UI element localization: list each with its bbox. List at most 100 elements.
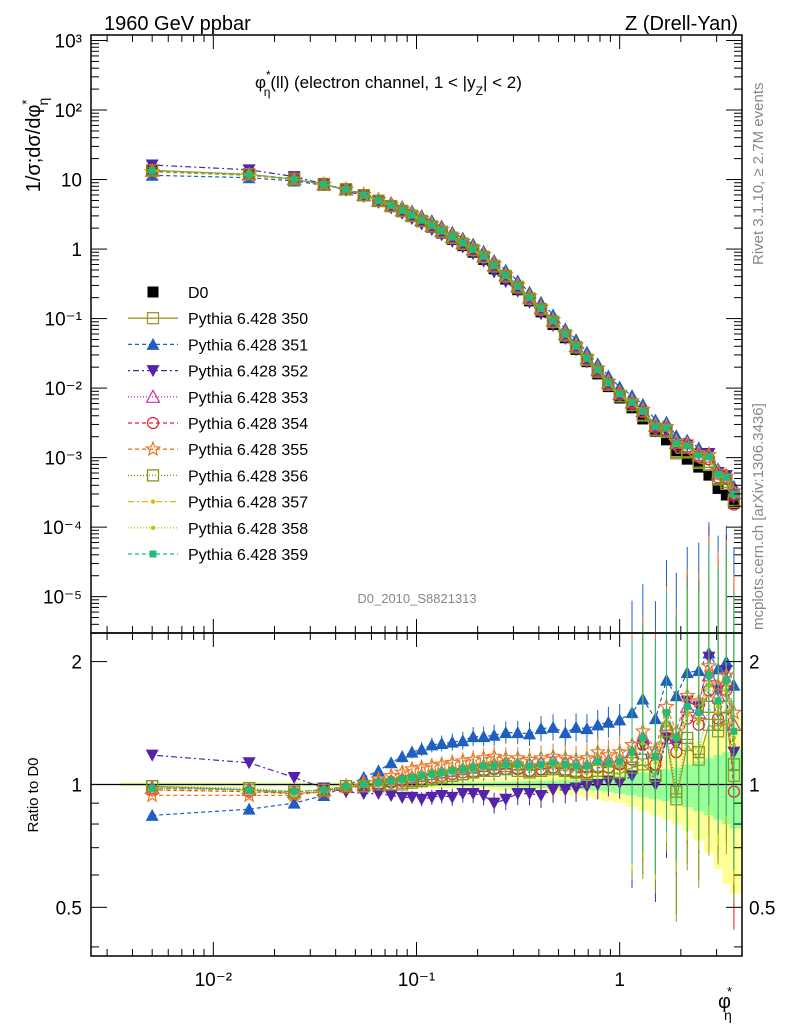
ratio-point xyxy=(384,789,398,802)
mc-point xyxy=(360,191,368,199)
ratio-point xyxy=(395,750,409,763)
ratio-point xyxy=(290,788,298,796)
ratio-point xyxy=(438,768,446,776)
mc-point xyxy=(616,390,624,398)
y-tick-label: 10⁻⁴ xyxy=(43,518,82,539)
mc-point xyxy=(490,262,498,270)
ratio-point xyxy=(549,759,557,767)
data-point xyxy=(681,453,693,465)
mc-point xyxy=(290,175,298,183)
ratio-point xyxy=(317,783,331,797)
ratio-point xyxy=(546,720,560,733)
legend-label-2: Pythia 6.428 351 xyxy=(188,337,308,354)
ratio-tick-label-right: 2 xyxy=(749,653,760,674)
header-left: 1960 GeV ppbar xyxy=(104,13,251,35)
ratio-point xyxy=(705,671,713,679)
mc-point xyxy=(499,270,512,283)
ratio-tick-label: 0.5 xyxy=(56,898,82,919)
ratio-point xyxy=(672,734,680,742)
ratio-point xyxy=(448,767,456,775)
mc-point xyxy=(502,272,510,280)
ratio-point xyxy=(145,808,159,821)
legend-marker-6 xyxy=(144,440,162,457)
mc-point xyxy=(613,389,626,403)
ratio-point xyxy=(502,760,510,768)
ratio-point xyxy=(591,718,605,731)
legend-label-1: Pythia 6.428 350 xyxy=(188,311,308,328)
mc-point xyxy=(662,424,670,432)
mc-point xyxy=(572,342,580,350)
ratio-point xyxy=(601,715,615,728)
ratio-line-7 xyxy=(152,704,735,793)
mc-point xyxy=(705,453,713,461)
ratio-point xyxy=(523,788,537,801)
mc-point xyxy=(242,164,256,177)
ratio-point xyxy=(435,789,449,802)
mc-point xyxy=(549,317,557,325)
legend-label-5: Pythia 6.428 354 xyxy=(188,416,308,433)
ratio-point xyxy=(459,765,467,773)
ratio-point xyxy=(580,722,594,735)
ratio-point xyxy=(526,762,534,770)
ratio-point xyxy=(534,722,548,735)
mc-point xyxy=(534,303,548,316)
ratio-point xyxy=(242,802,256,815)
ratio-point xyxy=(371,764,385,777)
ratio-point xyxy=(558,784,572,797)
mc-point xyxy=(591,365,604,378)
ratio-point xyxy=(418,772,426,780)
ratio-point xyxy=(320,786,328,794)
mc-point xyxy=(342,185,350,193)
ratio-point xyxy=(569,720,583,733)
mc-point xyxy=(466,244,480,257)
ratio-point xyxy=(730,727,738,735)
mc-point xyxy=(602,378,615,391)
mc-point xyxy=(537,304,545,312)
ratio-point xyxy=(534,789,548,802)
mc-point xyxy=(448,233,456,241)
mc-point xyxy=(480,252,488,260)
y-tick-label: 10³ xyxy=(55,32,82,53)
ratio-point xyxy=(405,745,419,758)
ratio-point xyxy=(245,786,253,794)
mc-point xyxy=(604,379,612,387)
ratio-tick-label-right: 1 xyxy=(749,775,760,796)
ratio-tick-label: 1 xyxy=(71,775,82,796)
mc-point xyxy=(387,201,395,209)
ratio-point xyxy=(445,735,459,748)
ratio-point xyxy=(477,789,491,802)
ratio-point xyxy=(561,760,569,768)
mc-point xyxy=(245,170,253,178)
ratio-point xyxy=(466,730,480,743)
data-point xyxy=(703,469,715,481)
mc-point xyxy=(372,194,385,207)
ratio-line-9 xyxy=(152,683,735,795)
data-point xyxy=(637,413,649,425)
y-tick-label: 10⁻⁵ xyxy=(43,588,82,609)
analysis-watermark: D0_2010_S8821313 xyxy=(357,591,476,606)
ratio-tick-label: 2 xyxy=(71,653,82,674)
ratio-point xyxy=(408,774,416,782)
ratio-point xyxy=(490,762,498,770)
ratio-point xyxy=(523,727,537,740)
mc-point xyxy=(469,245,477,253)
ratio-point xyxy=(242,757,256,770)
mc-point xyxy=(428,222,436,230)
ratio-y-axis-label: Ratio to D0 xyxy=(25,757,42,832)
mc-point xyxy=(374,196,382,204)
ratio-point xyxy=(360,780,368,788)
mc-point xyxy=(628,398,636,406)
ratio-line-10 xyxy=(152,673,735,793)
ratio-point xyxy=(456,734,470,747)
ratio-point xyxy=(480,762,488,770)
legend-marker-3 xyxy=(146,365,160,378)
ratio-frame xyxy=(90,632,743,957)
ratio-point xyxy=(395,791,409,804)
x-axis-label: φ* η xyxy=(718,984,732,1023)
ratio-point xyxy=(714,697,722,705)
mc-point xyxy=(580,353,594,367)
mc-point xyxy=(583,355,591,363)
ratio-point xyxy=(398,775,406,783)
ratio-point xyxy=(145,749,159,762)
